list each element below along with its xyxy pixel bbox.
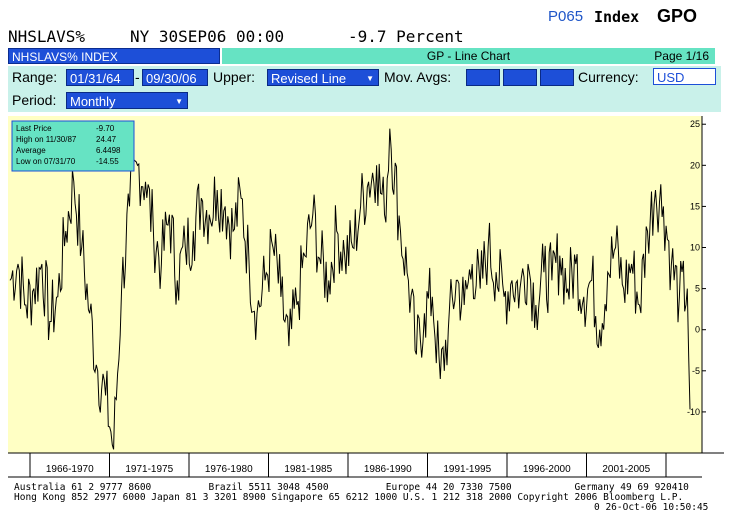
stat-label-last: Last Price bbox=[16, 124, 52, 133]
last-value-label: -9.7 Percent bbox=[348, 27, 464, 46]
currency-field[interactable]: USD bbox=[653, 68, 716, 85]
y-tick-label: -5 bbox=[692, 366, 700, 376]
y-tick-label: 0 bbox=[695, 325, 700, 335]
datetime-label: NY 30SEP06 00:00 bbox=[130, 27, 285, 46]
range-separator: - bbox=[135, 69, 140, 85]
stat-value-average: 6.4498 bbox=[96, 146, 121, 155]
period-dropdown[interactable]: Monthly ▼ bbox=[66, 92, 188, 109]
x-tick-label: 1986-1990 bbox=[364, 464, 412, 475]
footer-contacts-line1: Australia 61 2 9777 8600 Brazil 5511 304… bbox=[14, 482, 689, 493]
page-code: P065 bbox=[548, 8, 584, 25]
control-panel: Range: 01/31/64 - 09/30/06 Upper: Revise… bbox=[8, 66, 721, 112]
stat-value-last: -9.70 bbox=[96, 124, 115, 133]
stat-value-low: -14.55 bbox=[96, 157, 119, 166]
y-tick-label: 5 bbox=[695, 284, 700, 294]
line-chart: -10 -5 0 5 10 15 20 25 1966-1970 1971-1975 1976-1… bbox=[8, 116, 724, 478]
ticker-label: NHSLAVS% bbox=[8, 27, 86, 46]
x-tick-label: 1971-1975 bbox=[125, 464, 173, 475]
x-tick-label: 1996-2000 bbox=[523, 464, 571, 475]
series-line bbox=[9, 128, 691, 450]
upper-dropdown[interactable]: Revised Line ▼ bbox=[267, 69, 379, 86]
security-name-field[interactable]: NHSLAVS% INDEX bbox=[8, 48, 220, 64]
chevron-down-icon: ▼ bbox=[175, 97, 183, 106]
range-start-field[interactable]: 01/31/64 bbox=[66, 69, 134, 86]
period-dropdown-value: Monthly bbox=[70, 94, 116, 109]
range-label: Range: bbox=[12, 69, 58, 85]
chart-title-bar: GP - Line Chart Page 1/16 bbox=[222, 48, 715, 64]
x-tick-label: 1966-1970 bbox=[46, 464, 94, 475]
x-axis: 1966-1970 1971-1975 1976-1980 1981-1985 1986… bbox=[8, 453, 702, 478]
chevron-down-icon: ▼ bbox=[366, 74, 374, 83]
upper-label: Upper: bbox=[213, 69, 256, 85]
currency-label: Currency: bbox=[578, 69, 639, 85]
stat-label-low: Low on 07/31/70 bbox=[16, 157, 76, 166]
security-type: Index bbox=[594, 8, 640, 26]
range-end-field[interactable]: 09/30/06 bbox=[142, 69, 208, 86]
x-tick-label: 1991-1995 bbox=[443, 464, 491, 475]
x-tick-label: 1976-1980 bbox=[205, 464, 253, 475]
y-tick-label: -10 bbox=[687, 407, 700, 417]
function-code: GPO bbox=[657, 6, 698, 26]
footer-timestamp: 0 26-Oct-06 10:50:45 bbox=[594, 502, 709, 513]
stats-box: Last Price -9.70 High on 11/30/87 24.47 … bbox=[11, 120, 135, 172]
y-tick-label: 15 bbox=[690, 201, 700, 211]
y-tick-label: 20 bbox=[690, 160, 700, 170]
stat-value-high: 24.47 bbox=[96, 135, 117, 144]
period-label: Period: bbox=[12, 92, 57, 108]
x-tick-label: 1981-1985 bbox=[284, 464, 332, 475]
y-tick-label: 25 bbox=[690, 119, 700, 129]
y-axis: -10 -5 0 5 10 15 20 25 bbox=[687, 119, 706, 417]
mov-avg-field-1[interactable] bbox=[466, 69, 500, 86]
footer-contacts-line2: Hong Kong 852 2977 6000 Japan 81 3 3201 … bbox=[14, 492, 684, 503]
page-indicator: Page 1/16 bbox=[654, 49, 709, 63]
x-tick-label: 2001-2005 bbox=[602, 464, 650, 475]
y-tick-label: 10 bbox=[690, 243, 700, 253]
mov-avg-field-2[interactable] bbox=[503, 69, 537, 86]
stat-label-average: Average bbox=[16, 146, 46, 155]
upper-dropdown-value: Revised Line bbox=[271, 71, 347, 86]
chart-type-title: GP - Line Chart bbox=[426, 49, 511, 63]
stat-label-high: High on 11/30/87 bbox=[16, 135, 77, 144]
mov-avg-field-3[interactable] bbox=[540, 69, 574, 86]
mov-avgs-label: Mov. Avgs: bbox=[384, 69, 452, 85]
